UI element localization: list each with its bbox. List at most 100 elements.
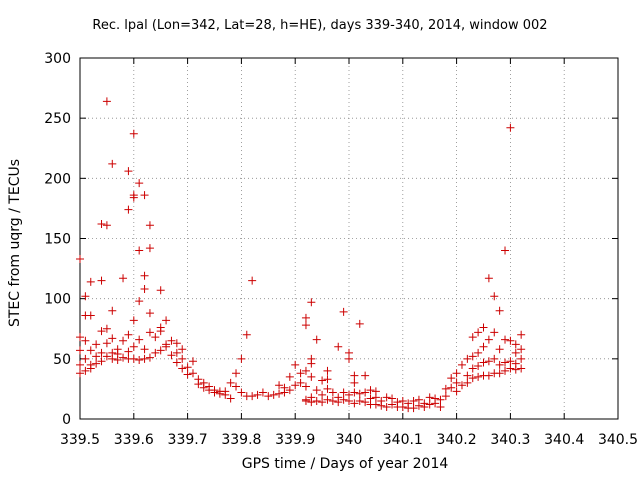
data-point — [135, 356, 144, 365]
x-tick-label: 339.9 — [275, 432, 315, 448]
data-point — [162, 342, 171, 351]
data-point — [135, 179, 144, 188]
data-point — [151, 333, 160, 342]
data-point — [156, 286, 165, 295]
data-point — [129, 129, 138, 138]
axis-ticks: 339.5 339.6 339.7 339.8 339.9 340 340.1 340.2 34… — [44, 51, 638, 448]
data-markers — [76, 97, 526, 413]
data-point — [484, 274, 493, 283]
x-tick-label: 339.6 — [114, 432, 154, 448]
data-point — [495, 345, 504, 354]
x-tick-label: 340.5 — [598, 432, 638, 448]
data-point — [323, 366, 332, 375]
data-point — [468, 374, 477, 383]
data-point — [178, 354, 187, 363]
data-point — [151, 348, 160, 357]
chart-title: Rec. lpal (Lon=342, Lat=28, h=HE), days … — [92, 18, 548, 33]
y-tick-label: 250 — [44, 111, 71, 127]
data-point — [210, 388, 219, 397]
data-point — [124, 330, 133, 339]
data-point — [506, 357, 515, 366]
data-point — [517, 354, 526, 363]
data-point — [318, 376, 327, 385]
data-point — [285, 386, 294, 395]
data-point — [86, 311, 95, 320]
data-point — [167, 336, 176, 345]
data-point — [366, 386, 375, 395]
data-point — [501, 366, 510, 375]
data-point — [178, 364, 187, 373]
data-point — [92, 340, 101, 349]
data-point — [511, 365, 520, 374]
data-point — [301, 366, 310, 375]
data-point — [339, 388, 348, 397]
data-point — [355, 389, 364, 398]
data-point — [468, 364, 477, 373]
y-tick-label: 300 — [44, 51, 71, 67]
data-point — [124, 205, 133, 214]
data-point — [108, 334, 117, 343]
data-point — [108, 159, 117, 168]
data-point — [318, 390, 327, 399]
data-point — [194, 380, 203, 389]
data-point — [86, 346, 95, 355]
data-point — [280, 383, 289, 392]
data-point — [323, 375, 332, 384]
data-point — [76, 254, 84, 263]
data-point — [226, 378, 235, 387]
data-point — [86, 364, 95, 373]
data-point — [517, 345, 526, 354]
y-tick-label: 50 — [53, 352, 71, 368]
data-point — [156, 346, 165, 355]
data-point — [199, 383, 208, 392]
data-point — [301, 396, 310, 405]
data-point — [275, 381, 284, 390]
data-point — [506, 364, 515, 373]
data-point — [102, 339, 111, 348]
data-point — [108, 354, 117, 363]
data-point — [484, 371, 493, 380]
data-point — [452, 369, 461, 378]
x-tick-label: 339.5 — [60, 432, 100, 448]
data-point — [102, 352, 111, 361]
data-point — [81, 354, 90, 363]
data-point — [474, 372, 483, 381]
data-point — [97, 327, 106, 336]
data-point — [76, 360, 84, 369]
data-point — [479, 342, 488, 351]
data-point — [350, 399, 359, 408]
data-point — [81, 336, 90, 345]
y-tick-label: 100 — [44, 292, 71, 308]
data-point — [108, 306, 117, 315]
x-tick-label: 340.2 — [437, 432, 477, 448]
data-point — [495, 306, 504, 315]
data-point — [312, 335, 321, 344]
data-point — [258, 388, 267, 397]
data-point — [398, 402, 407, 411]
data-point — [237, 354, 246, 363]
data-point — [420, 402, 429, 411]
y-axis-label: STEC from uqrg / TECUs — [7, 158, 23, 328]
x-tick-label: 340.3 — [490, 432, 530, 448]
data-point — [102, 324, 111, 333]
data-point — [188, 369, 197, 378]
data-point — [296, 369, 305, 378]
data-point — [162, 316, 171, 325]
data-point — [474, 348, 483, 357]
data-point — [506, 123, 515, 132]
x-tick-label: 339.8 — [221, 432, 261, 448]
data-point — [291, 360, 300, 369]
data-point — [441, 392, 450, 401]
data-point — [436, 402, 445, 411]
data-point — [382, 393, 391, 402]
data-point — [350, 371, 359, 380]
data-point — [345, 396, 353, 405]
data-point — [172, 358, 181, 367]
data-point — [312, 396, 321, 405]
data-point — [490, 354, 499, 363]
data-point — [140, 191, 149, 200]
data-point — [377, 401, 386, 410]
data-point — [129, 316, 138, 325]
data-point — [307, 298, 316, 307]
